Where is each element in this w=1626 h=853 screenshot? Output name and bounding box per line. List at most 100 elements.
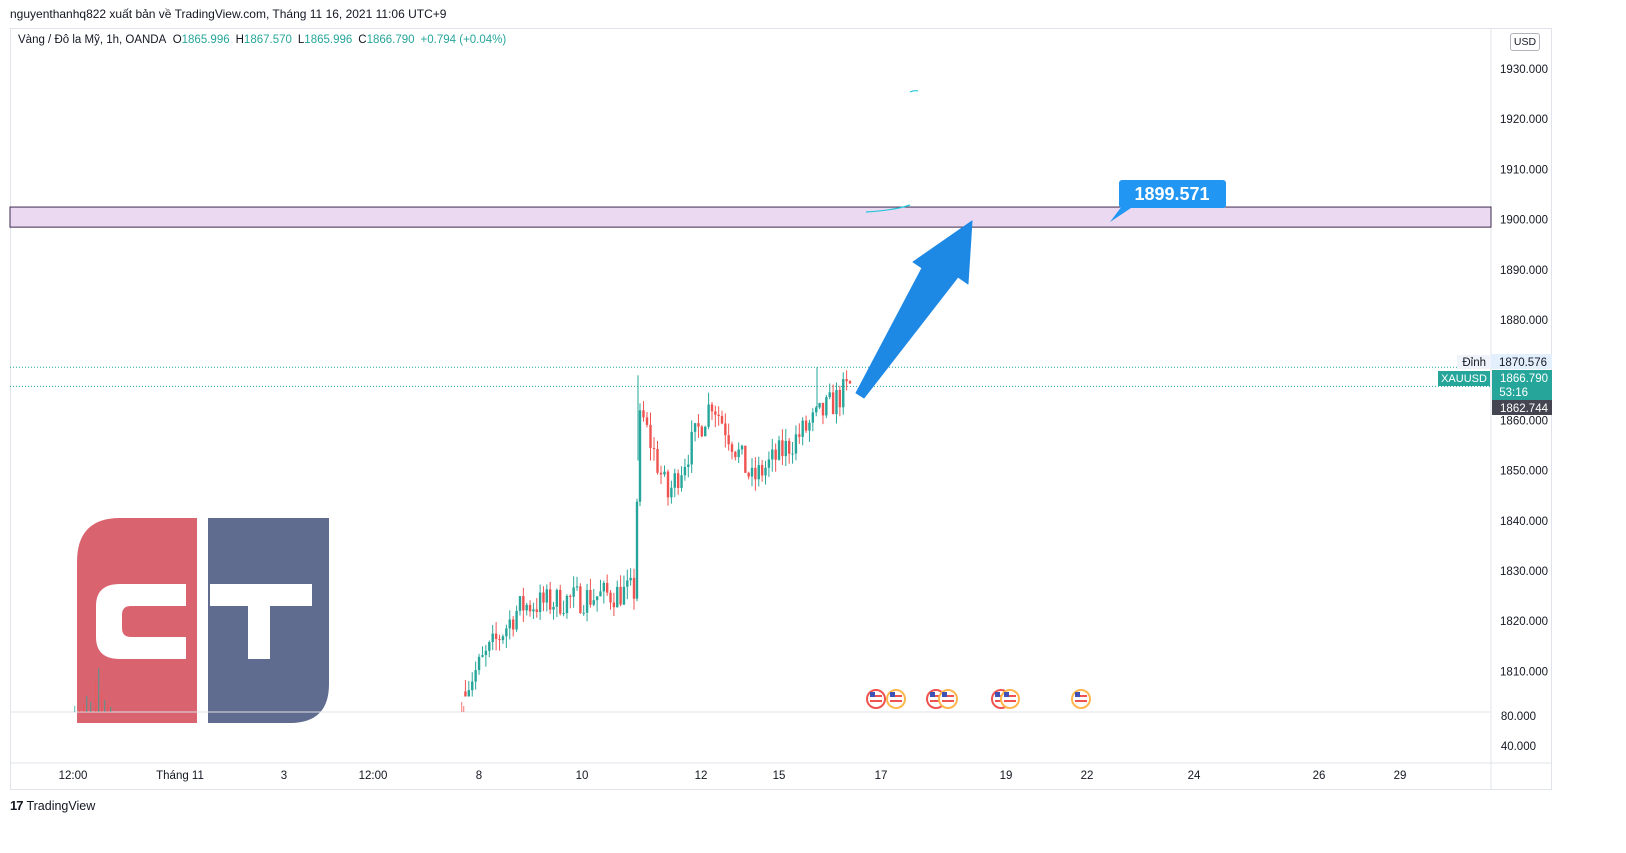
candle-body [798,434,801,437]
candle-body [501,636,505,641]
us-flag-icon [1075,700,1087,702]
time-tick-label: 10 [576,770,589,782]
resistance-zone[interactable] [9,206,1492,228]
candle-body [572,587,575,597]
candle-body [525,604,528,611]
high-tag: Đỉnh 1870.576 [1457,354,1552,369]
logo-letter-t [210,584,312,659]
candle-body [760,465,764,476]
candle-body [781,440,784,457]
other-price-tag: 1862.744 [1492,400,1552,415]
candle-body [704,426,707,437]
candle-body [484,650,488,656]
candle-body [609,592,612,603]
candle-body [720,416,724,424]
candle-body [498,638,501,641]
candle-body [635,501,639,599]
candle-body [700,426,704,437]
candle-body [750,467,754,477]
candle-body [687,464,690,467]
price-axis: 1930.000 1920.000 1910.000 1900.000 1890.000… [1500,64,1548,678]
time-tick-label: 26 [1313,770,1326,782]
volume-bar [107,704,109,712]
volume-bar [79,708,81,712]
candlestick-series [464,367,852,697]
candle-body [605,583,609,593]
candle-body [555,589,559,607]
time-tick-label: 8 [476,770,482,782]
tradingview-logo-icon: 17 [10,798,24,813]
candle-body [481,655,484,657]
volume-bar [86,696,88,712]
candle-body [656,449,659,473]
candle-body [707,404,710,427]
us-flag-icon [1004,700,1016,702]
candle-body [515,610,518,630]
us-flag-icon [890,700,902,702]
logo-letter-c [96,584,186,659]
candle-body [645,417,649,425]
volume-bar [101,692,103,712]
us-flag-icon [938,689,958,709]
time-tick-label: 12 [695,770,708,782]
candle-body [730,444,734,452]
candle-body [642,410,645,418]
candle-body [680,475,683,488]
candle-body [522,596,525,611]
candle-body [835,389,838,415]
us-flag-icon [930,700,942,702]
us-flag-icon [866,689,886,709]
currency-button[interactable]: USD [1510,33,1540,51]
economic-events[interactable] [866,689,1091,709]
candle-body [511,619,515,630]
us-flag-icon [930,692,935,697]
volume-bar [461,702,463,712]
price-tick-label: 1930.000 [1500,64,1548,76]
candle-body [494,633,498,639]
candle-body [548,589,552,610]
candle-body [589,590,592,605]
us-flag-icon [995,692,1000,697]
candle-body [757,465,760,480]
candle-body [579,586,582,613]
candle-body [612,602,616,608]
candle-body [532,609,535,612]
volume-bar [98,668,100,712]
last-price-tag: 1866.790 53:16 [1492,370,1552,400]
candle-body [693,423,697,432]
drawing-scribble-top [909,90,919,93]
candle-body [764,467,767,476]
footer-brand[interactable]: 17 TradingView [10,798,95,813]
candle-body [811,412,815,423]
candle-body [737,449,740,458]
time-axis: 12:00 Tháng 11 3 12:00 8 10 12 15 17 19 22 24 26 29 [59,770,1407,782]
candle-body [552,606,555,610]
target-arrow[interactable] [855,220,973,399]
candle-body [592,600,595,605]
candle-body [632,577,636,599]
candle-body [697,423,700,427]
candle-body [491,633,494,643]
candle-body [740,445,744,450]
candle-body [747,472,750,477]
candle-body [724,423,727,436]
candle-body [838,389,842,408]
candle-body [575,586,579,588]
volume-bar [90,702,92,712]
price-tick-label: 1890.000 [1500,265,1548,277]
candle-body [659,472,663,475]
high-value: 1870.576 [1499,357,1547,369]
candle-body [801,420,804,437]
us-flag-icon [942,692,947,697]
volume-axis: 80.000 40.000 [1501,711,1536,753]
tradingview-brand: TradingView [26,798,96,813]
candle-body [585,590,589,613]
target-label: 1899.571 [1134,184,1209,204]
symbol-name: Vàng / Đô la Mỹ, 1h, OANDA [18,34,167,46]
candle-body [467,690,471,697]
candle-body [666,471,670,498]
target-callout[interactable]: 1899.571 [1110,180,1226,222]
change-value: +0.794 (+0.04%) [420,34,507,46]
candle-body [771,449,774,460]
